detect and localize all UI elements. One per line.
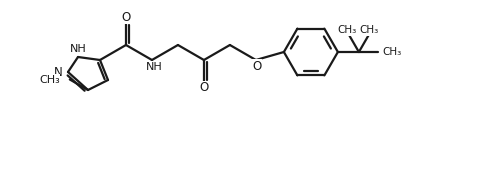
Text: CH₃: CH₃ bbox=[338, 25, 357, 35]
Text: N: N bbox=[54, 66, 63, 78]
Text: O: O bbox=[252, 60, 262, 73]
Text: O: O bbox=[199, 81, 209, 94]
Text: CH₃: CH₃ bbox=[359, 25, 378, 35]
Text: NH: NH bbox=[146, 62, 162, 72]
Text: CH₃: CH₃ bbox=[382, 47, 401, 57]
Text: O: O bbox=[122, 11, 130, 24]
Text: NH: NH bbox=[70, 44, 87, 54]
Text: CH₃: CH₃ bbox=[39, 75, 60, 84]
